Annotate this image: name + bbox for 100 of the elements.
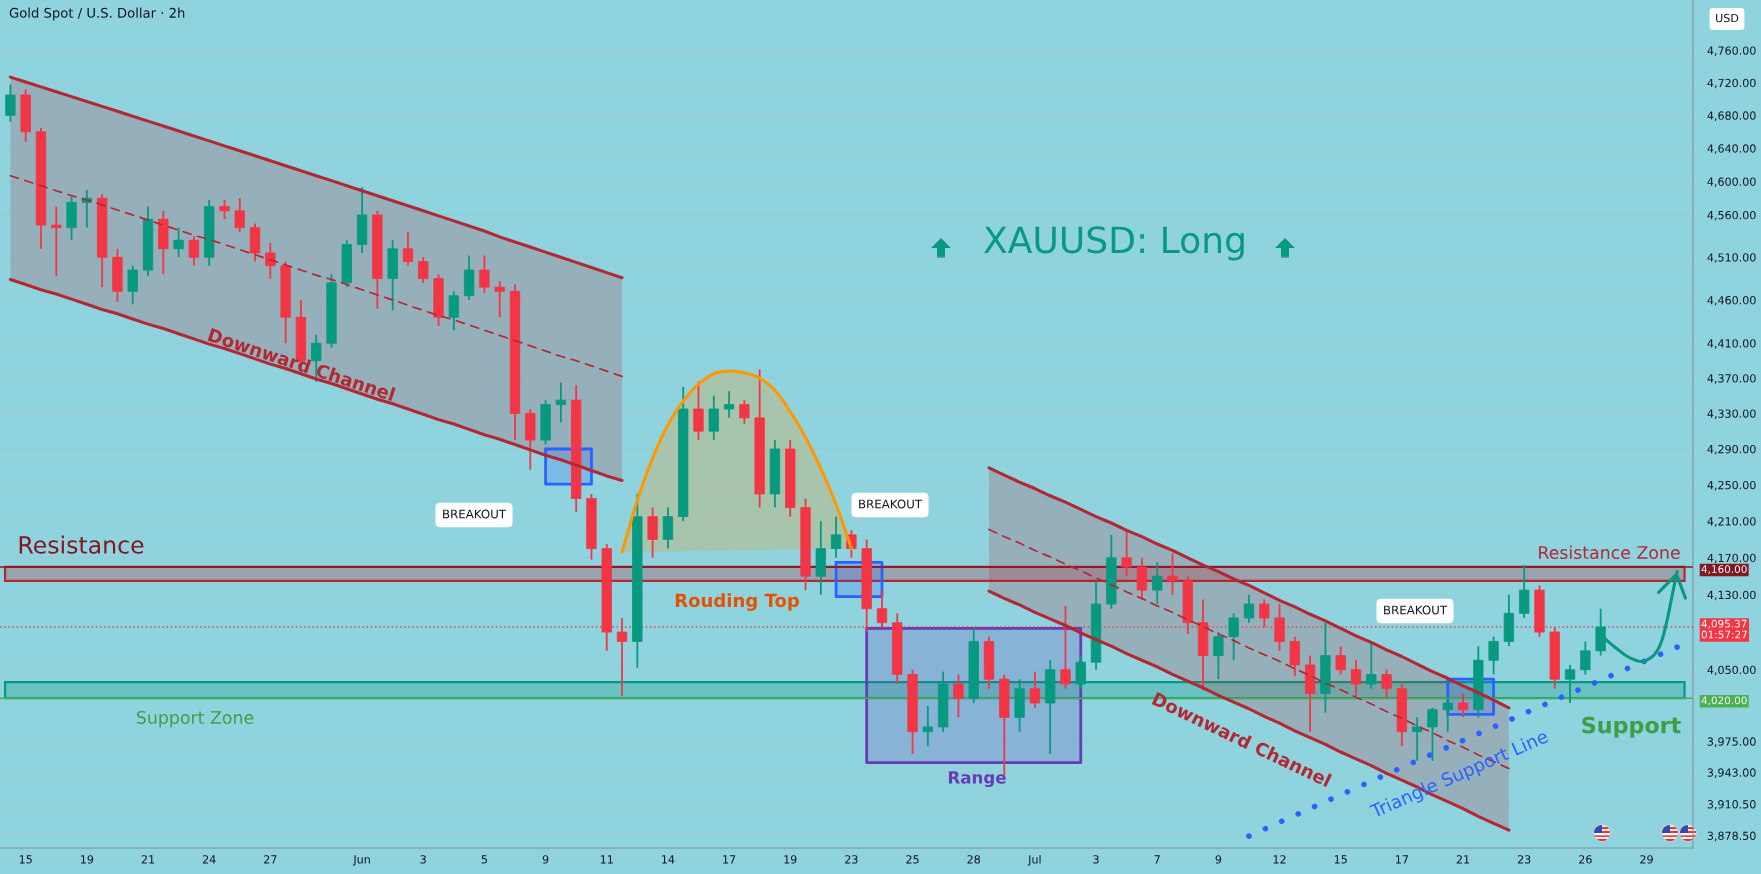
candlestick <box>127 264 138 306</box>
candlestick <box>448 290 459 332</box>
y-tick-label: 4,600.00 <box>1707 177 1756 188</box>
x-tick-label: 9 <box>542 855 549 864</box>
candlestick <box>1075 654 1086 690</box>
x-tick-label: 3 <box>1093 855 1099 864</box>
y-tick-label: 4,460.00 <box>1707 295 1756 306</box>
y-tick-label: 4,050.00 <box>1707 665 1756 676</box>
annotation: BREAKOUT <box>443 509 507 519</box>
y-tick-label: 4,170.00 <box>1707 553 1756 564</box>
x-tick-label: 5 <box>481 855 487 864</box>
annotation: Support <box>1582 716 1681 738</box>
candlestick <box>234 197 245 233</box>
candlestick <box>1580 640 1591 676</box>
candlestick <box>188 235 200 267</box>
x-tick-label: 21 <box>141 855 155 864</box>
line-series <box>8 75 624 280</box>
candlestick <box>662 506 674 550</box>
y-tick-label: 3,975.00 <box>1707 737 1756 747</box>
candlestick <box>479 254 490 295</box>
y-tick-label: 4,290.00 <box>1707 444 1756 455</box>
candlestick <box>265 241 276 280</box>
x-tick-label: 19 <box>784 855 797 864</box>
candlestick <box>953 673 964 719</box>
x-tick-label: 23 <box>1517 855 1531 864</box>
candlestick <box>1427 706 1438 762</box>
x-tick-label: 12 <box>1273 855 1286 864</box>
x-tick-label: 28 <box>967 855 981 864</box>
y-tick-label: 4,130.00 <box>1707 590 1756 601</box>
x-tick-label: 27 <box>264 855 277 864</box>
annotation: Support Zone <box>136 710 254 728</box>
y-tick-label: 4,210.00 <box>1707 517 1756 527</box>
candlestick <box>1274 603 1285 652</box>
candlestick <box>1213 631 1224 681</box>
x-tick-label: 29 <box>1640 855 1653 864</box>
x-tick-label: 17 <box>723 855 736 864</box>
annotation: Resistance Zone <box>1539 545 1680 560</box>
candlestick <box>647 506 658 559</box>
annotation: BREAKOUT <box>859 499 923 509</box>
candlestick <box>51 205 62 277</box>
y-tick-label: 4,410.00 <box>1707 339 1756 349</box>
y-tick-label: 4,640.00 <box>1707 144 1756 154</box>
line-series <box>8 277 624 482</box>
x-tick-label: 26 <box>1579 855 1592 864</box>
candlestick <box>1564 664 1576 704</box>
candlestick <box>402 230 414 267</box>
candlestick <box>1335 645 1346 676</box>
ref-line-label: 4,095.37 01:57:27 <box>1701 619 1747 639</box>
candlestick <box>1350 659 1362 698</box>
x-tick-label: 19 <box>81 855 94 864</box>
candlestick <box>1442 697 1453 733</box>
y-tick-label: 3,910.50 <box>1707 800 1756 810</box>
x-tick-label: 25 <box>906 855 919 864</box>
candlestick <box>723 390 735 419</box>
y-axis-title: USD <box>1716 13 1739 23</box>
x-tick-label: 11 <box>600 855 613 864</box>
y-tick-label: 4,560.00 <box>1707 210 1756 221</box>
y-tick-label: 4,510.00 <box>1707 253 1756 263</box>
annotation: BREAKOUT <box>1384 605 1448 615</box>
candlestick <box>1519 564 1530 619</box>
x-tick-label: 7 <box>1154 855 1160 864</box>
candlestick <box>708 394 719 441</box>
candlestick <box>830 515 842 559</box>
candlestick <box>1457 692 1469 719</box>
y-tick-label: 4,370.00 <box>1707 374 1756 384</box>
x-tick-label: 14 <box>662 855 675 864</box>
y-tick-label: 3,878.50 <box>1707 831 1756 842</box>
y-tick-label: 4,720.00 <box>1707 78 1756 89</box>
candlestick <box>418 256 429 284</box>
candlestick <box>5 83 16 123</box>
candlestick <box>1152 561 1163 605</box>
x-tick-label: 23 <box>845 855 858 864</box>
candlestick <box>1411 716 1423 762</box>
candlestick <box>1381 668 1392 700</box>
text: Gold Spot / U.S. Dollar · 2h <box>9 7 185 21</box>
candlestick <box>494 280 505 319</box>
candlestick <box>219 198 230 221</box>
candlestick <box>1228 612 1239 662</box>
y-tick-label: 4,330.00 <box>1707 409 1756 419</box>
candlestick <box>1121 529 1132 578</box>
ref-line-label: 4,160.00 <box>1701 565 1747 575</box>
candlestick <box>173 226 184 259</box>
candlestick <box>1488 635 1499 676</box>
x-tick-label: 24 <box>202 855 216 864</box>
y-tick-label: 4,250.00 <box>1707 480 1756 491</box>
x-tick-label: 15 <box>19 855 32 864</box>
x-tick-label: 15 <box>1334 855 1347 864</box>
text: XAUUSD: Long <box>984 226 1244 261</box>
candlestick <box>922 704 934 748</box>
ref-line-label: 4,020.00 <box>1701 696 1747 706</box>
candlestick <box>1289 635 1300 678</box>
annotation: Rouding Top <box>675 593 799 611</box>
x-tick-label: 3 <box>420 855 426 864</box>
candlestick <box>1136 556 1148 601</box>
candlestick <box>1029 670 1041 709</box>
x-tick-label: Jul <box>1027 854 1041 866</box>
candlestick <box>555 381 567 424</box>
y-tick-label: 3,943.00 <box>1707 768 1756 778</box>
x-tick-label: Jun <box>352 855 370 866</box>
annotation: Range <box>948 771 1006 788</box>
